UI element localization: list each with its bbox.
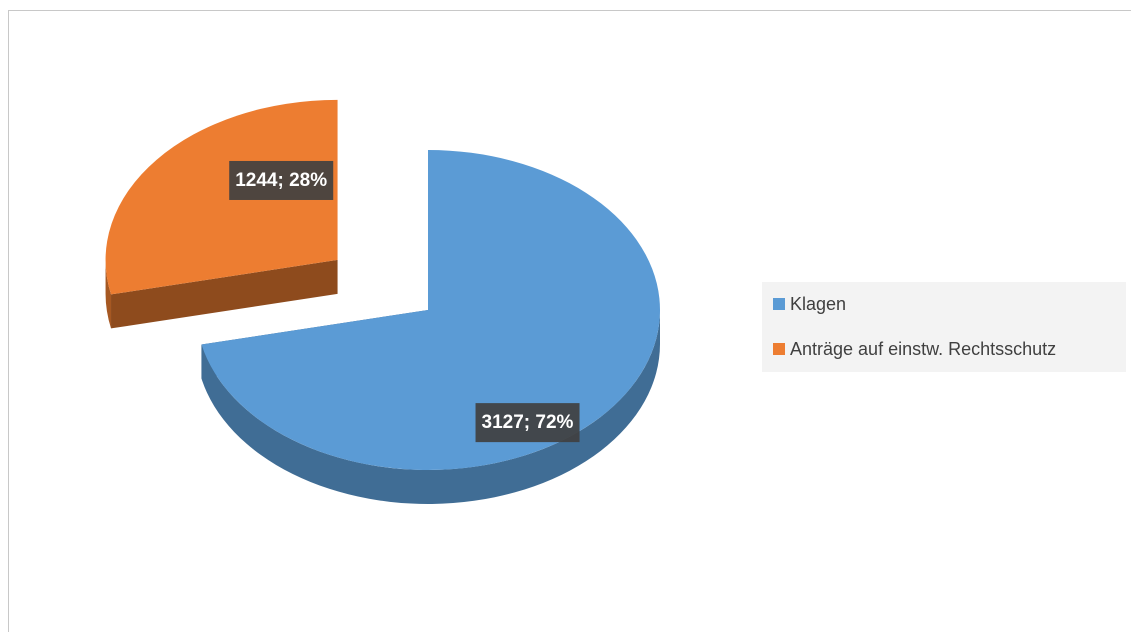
slice-side (201, 310, 660, 505)
legend-swatch (773, 298, 785, 310)
data-label: 3127; 72% (482, 412, 574, 433)
pie: 1244; 28% 3127; 72% (105, 99, 660, 505)
legend-label: Anträge auf einstw. Rechtsschutz (790, 339, 1056, 359)
data-label-box (475, 403, 580, 443)
slice-cut-face (111, 259, 338, 329)
legend-swatch (773, 343, 785, 355)
data-label: 1244; 28% (235, 170, 327, 191)
legend-label: Klagen (790, 294, 846, 314)
slice (201, 150, 660, 470)
legend-box (762, 282, 1126, 372)
slice (105, 99, 338, 295)
legend: Klagen Anträge auf einstw. Rechtsschutz (762, 282, 1126, 372)
slice-side (105, 259, 112, 329)
data-label-box (229, 160, 334, 200)
